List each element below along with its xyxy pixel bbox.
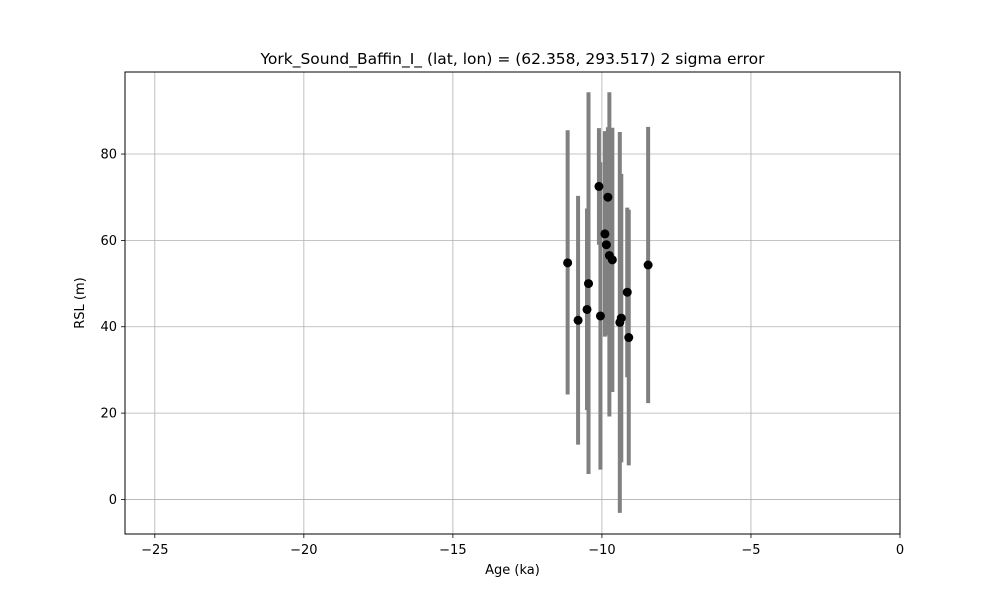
x-axis-ticks: −25 −20 −15 −10 −5 0 [141, 534, 904, 558]
y-tick-label: 60 [100, 234, 117, 249]
y-axis-label: RSL (m) [73, 277, 88, 328]
x-tick-label: 0 [896, 543, 904, 558]
x-axis-label: Age (ka) [485, 563, 540, 578]
data-point [573, 315, 583, 325]
x-tick-label: −25 [141, 543, 168, 558]
x-tick-label: −20 [290, 543, 317, 558]
data-point [607, 255, 617, 265]
data-point [624, 333, 634, 343]
y-axis-ticks: 0 20 40 60 80 [100, 148, 125, 508]
data-point [582, 304, 592, 314]
y-tick-label: 40 [100, 320, 117, 335]
y-tick-label: 20 [100, 407, 117, 422]
x-tick-label: −10 [588, 543, 615, 558]
data-point [595, 311, 605, 321]
plot-frame [124, 71, 901, 535]
data-point [622, 287, 632, 297]
y-tick-label: 0 [109, 493, 117, 508]
y-tick-label: 80 [100, 148, 117, 163]
chart-title: York_Sound_Baffin_I_ (lat, lon) = (62.35… [259, 50, 765, 69]
data-point [563, 258, 573, 268]
data-point [600, 229, 610, 239]
data-point [584, 279, 594, 289]
data-point [594, 181, 604, 191]
x-tick-label: −5 [741, 543, 760, 558]
data-markers [563, 181, 653, 343]
data-point [601, 240, 611, 250]
data-point [643, 260, 653, 270]
data-point [616, 313, 626, 323]
data-point [603, 192, 613, 202]
x-tick-label: −15 [439, 543, 466, 558]
